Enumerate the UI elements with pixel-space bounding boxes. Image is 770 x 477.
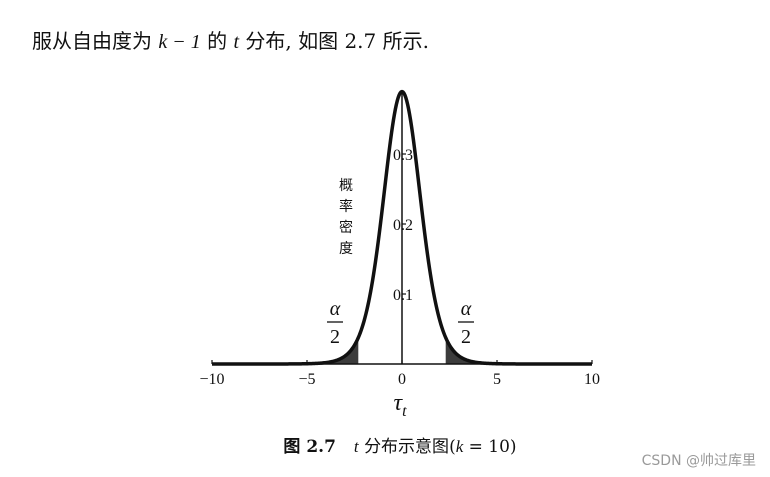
right-tail-label-numerator: α [461,298,472,320]
y-axis-label-char: 率 [339,198,353,215]
y-tick-label: 0.2 [393,217,413,234]
x-axis-label-main: τ [393,390,403,416]
y-axis-label-char: 概 [339,178,353,194]
y-axis-label-char: 度 [339,241,353,257]
x-tick-label: 5 [493,371,501,388]
intro-sentence: 服从自由度为 k − 1 的 t 分布, 如图 2.7 所示. [32,28,429,55]
shaded-tails [212,337,592,364]
x-axis-label: τt [393,390,407,420]
watermark: CSDN @帅过库里 [641,453,756,469]
y-axis-label-char: 密 [339,219,353,236]
x-tick-label: 0 [398,371,406,388]
intro-text-2: 的 [200,29,234,53]
y-tick-label: 0.3 [393,147,413,164]
caption-k-symbol: k [455,437,464,456]
left-tail-label-denominator: 2 [330,326,340,348]
right-tail-label-denominator: 2 [461,326,471,348]
axis-ticks: −10 −5 0 5 10 0.1 0.2 0.3 [199,147,600,388]
right-tail-area [445,337,592,364]
caption-text: 分布示意图 [364,437,450,457]
y-tick-label: 0.1 [393,287,413,304]
tail-labels: α 2 α 2 [327,298,474,348]
left-tail-area [212,337,359,364]
caption-t-symbol: t [353,437,359,456]
intro-text-1: 服从自由度为 [32,29,159,53]
figure-number: 图 2.7 [283,437,336,457]
caption-cond-open: ( [449,437,456,457]
density-curve [212,89,592,366]
intro-t-symbol: t [233,31,240,53]
figure-caption: 图 2.7 t 分布示意图(k = 10) [0,432,770,457]
x-axis-label-subscript: t [402,403,407,420]
x-tick-label: −5 [298,371,315,388]
caption-cond-rest: = 10) [463,437,517,457]
intro-text-3: 分布, 如图 2.7 所示. [239,29,429,53]
x-tick-label: −10 [199,371,224,388]
left-tail-label-numerator: α [330,298,341,320]
x-tick-label: 10 [584,371,600,388]
intro-expr: k − 1 [158,31,201,53]
